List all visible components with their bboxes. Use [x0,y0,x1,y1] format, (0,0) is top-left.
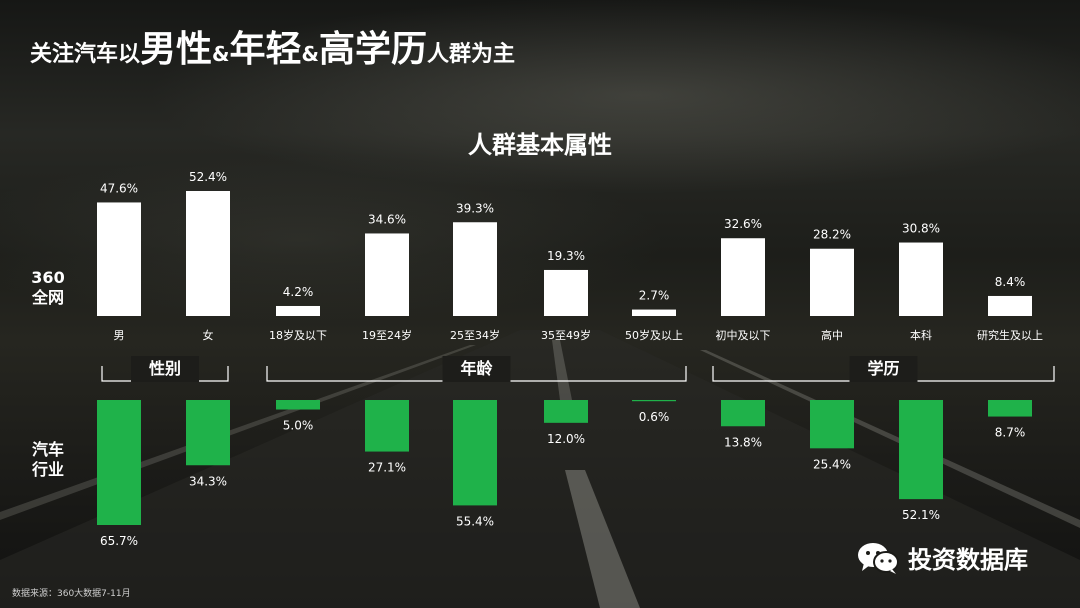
category-label-9: 本科 [910,328,932,342]
group-label-bg-2 [849,356,918,382]
top-data-label-9: 30.8% [902,222,940,236]
headline-young: 年轻 [229,29,302,70]
bottom-bar-8 [810,400,854,449]
category-label-10: 研究生及以上 [977,328,1043,342]
bottom-data-label-7: 13.8% [724,435,762,449]
top-data-label-1: 52.4% [189,170,227,184]
top-bar-8 [810,248,854,316]
top-data-label-2: 4.2% [283,285,314,299]
top-data-label-8: 28.2% [813,228,851,242]
top-bar-0 [97,202,141,316]
row-label-top-line2: 全网 [31,288,64,307]
watermark-logo: 投资数据库 [856,540,1028,575]
group-label-2: 学历 [867,359,899,378]
bottom-bar-6 [632,400,676,402]
bottom-bar-7 [721,400,765,427]
bottom-bar-1 [186,400,230,466]
category-label-0: 男 [114,329,125,342]
top-bar-1 [186,191,230,316]
chart-subtitle: 人群基本属性 [468,131,612,159]
category-label-8: 高中 [821,328,843,342]
headline-male: 男性 [140,29,213,70]
top-data-label-6: 2.7% [639,289,670,303]
top-bar-4 [453,222,497,316]
bottom-bar-9 [899,400,943,500]
top-bar-3 [365,233,409,316]
bottom-data-label-10: 8.7% [995,426,1026,440]
bottom-data-label-2: 5.0% [283,419,314,433]
row-label-top: 360 全网 [18,268,78,308]
top-data-label-0: 47.6% [100,181,138,195]
group-label-bg-0 [131,356,199,382]
headline-edu: 高学历 [318,29,427,70]
headline-part2: 人群为主 [426,42,515,67]
bottom-bar-0 [97,400,141,525]
row-label-bottom-line2: 行业 [31,460,64,479]
top-bar-10 [988,295,1032,316]
top-bar-7 [721,238,765,316]
bottom-bar-2 [276,400,320,410]
group-label-bg-1 [442,356,511,382]
bottom-data-label-5: 12.0% [547,432,585,446]
source-note: 数据来源：360大数据7-11月 [12,589,131,599]
category-label-3: 19至24岁 [362,328,412,342]
bottom-data-label-9: 52.1% [902,508,940,522]
bottom-data-label-3: 27.1% [368,461,406,475]
top-data-label-5: 19.3% [547,249,585,263]
top-bar-6 [632,309,676,316]
bottom-data-label-8: 25.4% [813,457,851,471]
top-bar-2 [276,305,320,316]
category-label-5: 35至49岁 [541,328,591,342]
row-label-bottom-line1: 汽车 [31,440,64,459]
slide-headline: 关注汽车以男性&年轻&高学历人群为主 [30,24,515,82]
top-bar-9 [899,242,943,316]
row-label-bottom: 汽车 行业 [18,440,78,480]
bottom-bar-10 [988,400,1032,417]
top-bar-5 [544,269,588,316]
category-label-7: 初中及以下 [716,328,771,342]
headline-part1: 关注汽车以 [30,42,141,67]
top-data-label-3: 34.6% [368,212,406,226]
bottom-data-label-0: 65.7% [100,534,138,548]
bottom-data-label-1: 34.3% [189,474,227,488]
bottom-bar-3 [365,400,409,452]
headline-amp1: & [212,42,230,66]
category-label-6: 50岁及以上 [625,328,683,342]
top-data-label-4: 39.3% [456,201,494,215]
top-data-label-10: 8.4% [995,275,1026,289]
headline-amp2: & [301,42,319,66]
watermark-text: 投资数据库 [908,546,1028,574]
category-label-4: 25至34岁 [450,328,500,342]
category-label-2: 18岁及以下 [269,328,327,342]
wechat-icon [858,542,899,574]
row-label-top-line1: 360 [31,268,65,287]
top-data-label-7: 32.6% [724,217,762,231]
group-label-0: 性别 [149,359,181,378]
bottom-bar-5 [544,400,588,423]
bottom-data-label-6: 0.6% [639,410,670,424]
group-label-1: 年龄 [460,359,493,378]
bottom-bar-4 [453,400,497,506]
bottom-data-label-4: 55.4% [456,514,494,528]
category-label-1: 女 [203,328,214,342]
